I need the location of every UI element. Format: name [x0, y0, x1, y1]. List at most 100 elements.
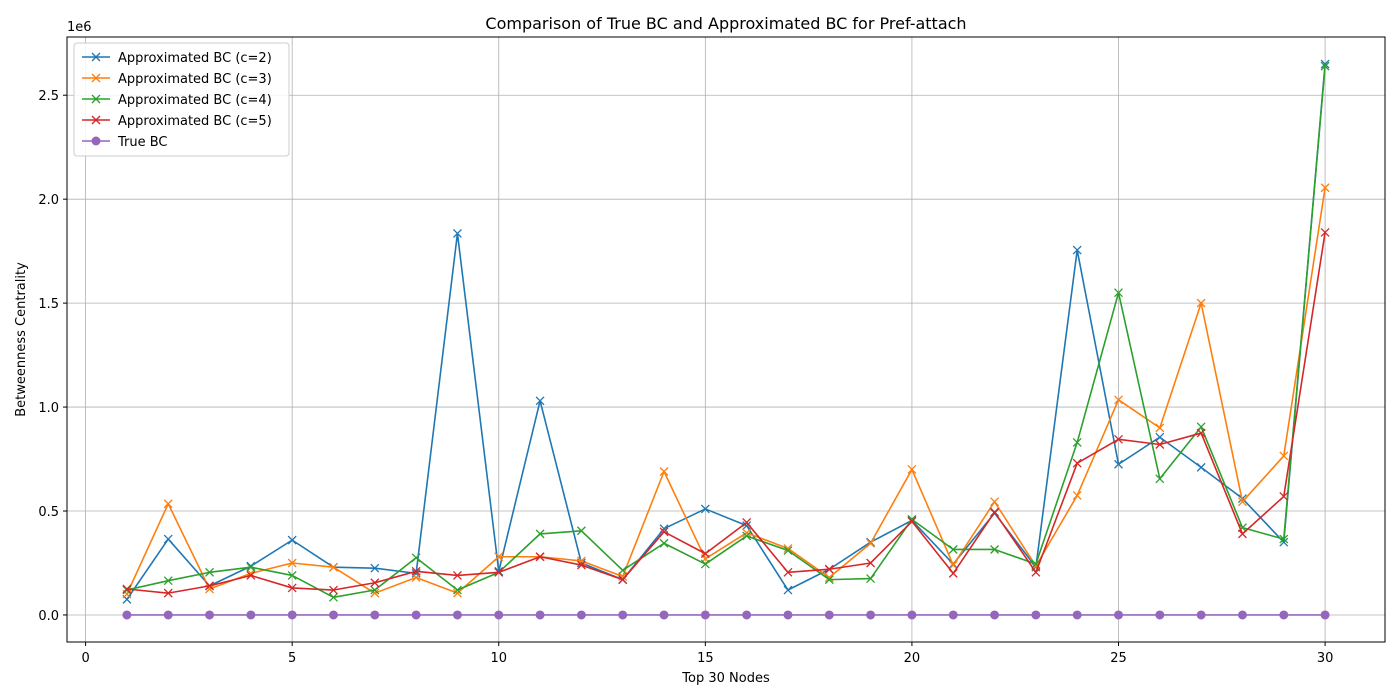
approximated-bc-c-3-point — [287, 558, 297, 568]
approximated-bc-c-4-point — [990, 545, 1000, 554]
approximated-bc-c-4-point — [122, 585, 132, 595]
legend-approximated-bc-c-2-point — [91, 52, 101, 62]
approximated-bc-c-5-point — [824, 564, 834, 574]
y-tick-label: 0.5 — [38, 505, 59, 520]
y-tick-label: 1.0 — [38, 401, 59, 416]
approximated-bc-c-2-point — [1279, 537, 1289, 547]
approximated-bc-c-4-point — [1279, 534, 1289, 544]
approximated-bc-c-4-point — [1072, 437, 1082, 447]
approximated-bc-c-4-point — [535, 529, 545, 539]
legend: Approximated BC (c=2) Approximated BC (c=… — [73, 42, 290, 157]
series-approximated-bc-c-4 — [122, 61, 1330, 602]
approximated-bc-c-3-point — [742, 528, 752, 538]
approximated-bc-c-3-point — [1238, 497, 1247, 507]
series-line-approximated-bc-c-4 — [126, 66, 1326, 599]
approximated-bc-c-4-point — [907, 514, 917, 524]
approximated-bc-c-5-point — [1114, 434, 1123, 444]
legend-approximated-bc-c-3-point — [91, 73, 101, 83]
approximated-bc-c-3-point — [1320, 183, 1330, 193]
approximated-bc-c-5-point — [1320, 227, 1330, 237]
true-bc-point — [824, 610, 834, 620]
approximated-bc-c-5-point — [783, 567, 793, 577]
true-bc-point — [783, 610, 793, 620]
approximated-bc-c-5-point — [535, 552, 545, 562]
true-bc-point — [328, 610, 338, 620]
approximated-bc-c-5-point — [990, 507, 1000, 517]
approximated-bc-c-3-point — [494, 552, 504, 562]
approximated-bc-c-4-point — [163, 576, 173, 586]
approximated-bc-c-3-point — [1072, 490, 1082, 500]
true-bc-point — [122, 610, 132, 620]
true-bc-point — [1279, 610, 1289, 620]
axis-ticks: 0 5 10 15 20 25 30 0.0 0.5 1.0 1.5 2.0 2.5 — [38, 89, 1333, 666]
approximated-bc-c-3-point — [907, 464, 917, 474]
legend-item: Approximated BC (c=4) — [82, 93, 272, 108]
true-bc-point — [1031, 610, 1041, 620]
approximated-bc-c-4-point — [659, 538, 669, 548]
true-bc-point — [866, 610, 876, 620]
approximated-bc-c-3-point — [783, 543, 793, 553]
legend-item: True BC — [82, 135, 168, 150]
approximated-bc-c-5-point — [659, 527, 669, 537]
approximated-bc-c-4-point — [742, 531, 752, 541]
true-bc-point — [700, 610, 710, 620]
approximated-bc-c-2-point — [287, 535, 297, 545]
approximated-bc-c-5-point — [866, 558, 876, 568]
series-layer — [122, 59, 1330, 620]
approximated-bc-c-5-point — [329, 585, 338, 595]
y-tick-label: 1.5 — [38, 297, 59, 312]
legend-label: True BC — [117, 135, 168, 150]
true-bc-point — [1114, 610, 1124, 620]
true-bc-point — [576, 610, 586, 620]
approximated-bc-c-3-point — [576, 556, 586, 566]
approximated-bc-c-5-point — [370, 578, 380, 588]
approximated-bc-c-5-point — [1196, 428, 1206, 438]
true-bc-point — [1320, 610, 1330, 620]
y-axis-scale-label: 1e6 — [67, 20, 92, 35]
true-bc-point — [1196, 610, 1206, 620]
legend-label: Approximated BC (c=3) — [118, 72, 272, 87]
approximated-bc-c-2-point — [535, 396, 545, 406]
approximated-bc-c-3-point — [866, 538, 876, 548]
true-bc-point — [287, 610, 297, 620]
approximated-bc-c-3-point — [990, 497, 1000, 507]
approximated-bc-c-5-point — [411, 566, 421, 576]
true-bc-point — [205, 610, 215, 620]
series-line-approximated-bc-c-2 — [126, 63, 1326, 600]
legend-label: Approximated BC (c=2) — [118, 51, 272, 66]
approximated-bc-c-3-point — [452, 588, 462, 598]
approximated-bc-c-4-point — [452, 585, 462, 595]
true-bc-point — [948, 610, 958, 620]
chart-title: Comparison of True BC and Approximated B… — [485, 14, 966, 33]
approximated-bc-c-3-point — [329, 562, 338, 572]
approximated-bc-c-5-point — [205, 581, 215, 591]
series-approximated-bc-c-2 — [122, 59, 1330, 604]
true-bc-point — [659, 610, 669, 620]
grid — [67, 37, 1385, 642]
approximated-bc-c-4-point — [329, 592, 338, 602]
true-bc-point — [163, 610, 173, 620]
true-bc-point — [452, 610, 462, 620]
approximated-bc-c-2-point — [370, 563, 380, 573]
approximated-bc-c-3-point — [1196, 298, 1206, 308]
x-axis-title: Top 30 Nodes — [681, 671, 770, 686]
legend-item: Approximated BC (c=3) — [82, 72, 272, 87]
approximated-bc-c-5-point — [163, 588, 173, 598]
approximated-bc-c-5-point — [948, 568, 958, 578]
approximated-bc-c-3-point — [163, 499, 173, 509]
true-bc-point — [1155, 610, 1165, 620]
y-tick-label: 2.5 — [38, 89, 59, 104]
x-tick-label: 25 — [1110, 651, 1127, 666]
legend-approximated-bc-c-4-point — [91, 94, 101, 104]
approximated-bc-c-4-point — [246, 562, 256, 572]
true-bc-point — [1237, 610, 1247, 620]
approximated-bc-c-4-point — [618, 565, 628, 575]
x-tick-label: 5 — [288, 651, 296, 666]
approximated-bc-c-4-point — [948, 545, 958, 554]
true-bc-point — [535, 610, 545, 620]
approximated-bc-c-5-point — [287, 583, 297, 593]
approximated-bc-c-5-point — [452, 571, 462, 580]
y-axis-title: Betweenness Centrality — [14, 262, 29, 417]
series-approximated-bc-c-3 — [122, 183, 1330, 599]
